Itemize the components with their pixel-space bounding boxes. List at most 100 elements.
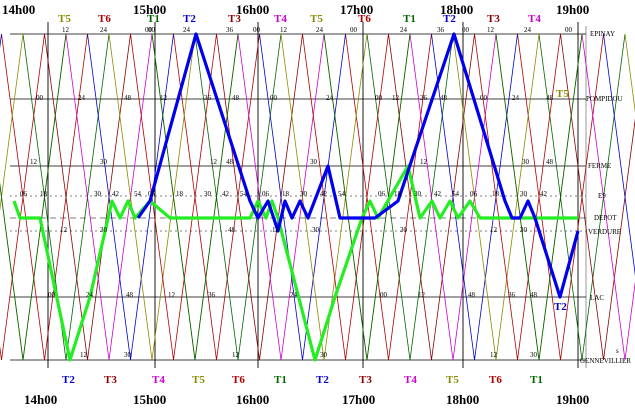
train-label-top: T3 [228,13,241,25]
minute-mark: 48 [546,94,554,102]
train-path-thin [302,33,389,361]
minute-mark: 12 [490,226,498,234]
minute-mark: 00 [462,26,470,34]
minute-mark: 30 [522,158,530,166]
minute-mark: 48 [546,158,554,166]
minute-mark: 24 [183,26,191,34]
highlighted-train-paths [12,32,580,362]
hour-label-top: 15h00 [133,2,166,17]
minute-mark: 48 [124,94,132,102]
train-path-thin [44,33,131,361]
train-path-thin [603,33,635,276]
train-path-thin [0,33,24,212]
minute-mark: 00 [148,26,156,34]
station-label-ferme: FERME [588,162,611,170]
minute-mark: 12 [232,351,240,359]
minute-mark: 12 [490,351,498,359]
hour-label-top: 18h00 [440,2,473,17]
minute-mark: 42 [434,190,442,198]
minute-mark: 36 [420,94,428,102]
minute-mark: 36 [508,291,516,299]
minute-mark: 30 [300,190,308,198]
minute-mark: 00 [565,26,573,34]
minute-mark: 06 [20,190,28,198]
minute-mark: 30 [414,190,422,198]
train-label-top: T2 [443,13,456,25]
train-path-thin [280,33,368,361]
train-label-bottom: T4 [404,374,417,386]
hour-label-bottom: 16h00 [236,392,269,407]
minute-mark: 36 [226,26,234,34]
minute-mark: 12 [280,26,288,34]
train-path-thin [538,33,626,361]
minute-mark: 48 [440,94,448,102]
minute-mark: 00 [145,26,153,34]
minute-mark: 54 [452,190,460,198]
minute-mark: 12 [60,226,68,234]
station-label-pompidou: POMPIDOU [586,95,623,103]
station-label-verdure: VERDURE [588,228,621,236]
minute-mark: 12 [30,158,38,166]
train-label-bottom: T5 [446,374,459,386]
minute-mark: 06 [378,190,386,198]
minute-mark: 12 [487,26,495,34]
minute-mark: 18 [394,190,402,198]
minute-mark: 24 [512,94,520,102]
minute-mark: 30 [100,226,108,234]
minute-mark: 30 [310,158,318,166]
train-path-thin [581,33,635,361]
train-label-top: T3 [487,13,500,25]
train-label-top: T1 [147,13,160,25]
train-label-bottom: T1 [530,374,543,386]
station-label-depot: DEPOT [594,214,617,222]
minute-mark: 18 [492,190,500,198]
minute-mark: 18 [282,190,290,198]
train-label-bottom: T5 [192,374,205,386]
train-path-thin [87,33,174,361]
train-path-thin [409,33,497,361]
minute-mark: 30 [312,226,320,234]
minute-mark: 30 [204,190,212,198]
train-label-bottom: T6 [489,374,502,386]
train-label-bottom: T1 [274,374,287,386]
train-path-thin [1,33,88,361]
train-label-bottom: T2 [316,374,329,386]
train-path-thin [388,33,475,361]
train-path-thin [130,33,217,361]
minute-mark: 24 [326,94,334,102]
minute-mark: 48 [226,158,234,166]
minute-mark: 30 [320,351,328,359]
minute-mark: 06 [262,190,270,198]
minute-mark: 24 [400,26,408,34]
train-path-thin [431,33,518,361]
train-label-top: T6 [358,13,371,25]
station-label-epinay: EPINAY [590,30,615,38]
minute-mark: 30 [400,226,408,234]
minute-mark: 42 [540,190,548,198]
train-label-top: T2 [183,13,196,25]
train-path-thin [108,33,196,361]
minute-mark: 00 [48,291,56,299]
minute-mark: 24 [100,26,108,34]
hour-label-bottom: 14h00 [24,392,57,407]
minute-mark: 30 [100,158,108,166]
minute-mark: 30 [124,351,132,359]
hour-label-top: 14h00 [2,2,35,17]
minute-mark: 36 [208,291,216,299]
minute-mark: 36 [437,26,445,34]
minute-mark: 06 [148,190,156,198]
minute-mark: 24 [290,291,298,299]
train-label-top: T4 [274,13,287,25]
minute-mark: 48 [228,226,236,234]
hour-label-bottom: 17h00 [342,392,375,407]
train-path-highlight-t1 [12,164,578,362]
train-label-top: T5 [310,13,323,25]
train-label-bottom: T2 [62,374,75,386]
minute-mark: 54 [240,190,248,198]
minute-mark: 48 [232,94,240,102]
train-path-thin [65,33,153,361]
thin-train-paths [0,33,635,361]
minute-mark: 00 [253,26,261,34]
train-path-thin [0,33,45,361]
